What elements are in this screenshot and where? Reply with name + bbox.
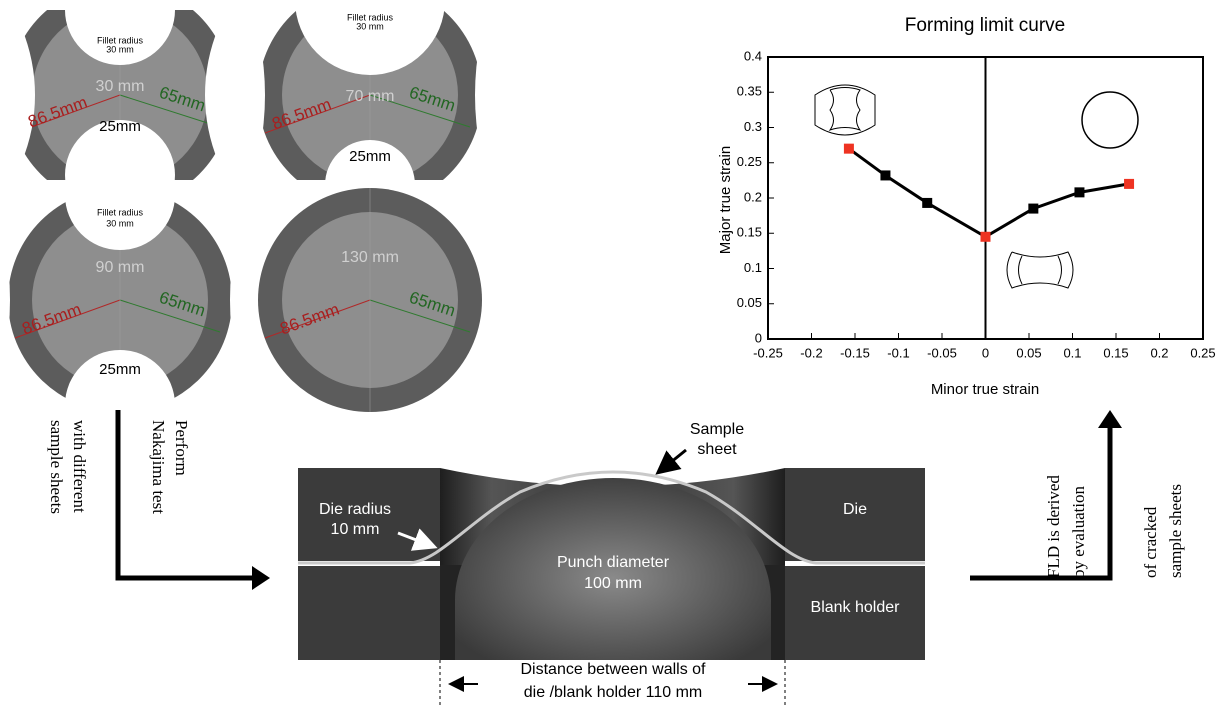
fillet-label: Fillet radius: [97, 207, 144, 217]
icon-wide: [1007, 252, 1073, 288]
width-label: 90 mm: [96, 259, 145, 276]
step-text: Perform: [172, 420, 191, 476]
marker: [981, 232, 991, 242]
step-text: FLD is derived: [1044, 475, 1063, 578]
width-label: 30 mm: [96, 78, 145, 95]
curve: [849, 149, 1129, 237]
step-text: by evaluation: [1069, 485, 1088, 578]
y-tick-label: 0.35: [737, 84, 762, 99]
bottom-label: 25mm: [99, 118, 141, 135]
step-text: Nakajima test: [149, 420, 168, 514]
step-text: of cracked: [1141, 506, 1160, 578]
label: Blank holder: [811, 599, 901, 616]
y-tick-label: 0.2: [744, 189, 762, 204]
x-tick-label: 0.2: [1150, 345, 1168, 360]
x-axis-label: Minor true strain: [931, 381, 1039, 398]
x-tick-label: 0.25: [1190, 345, 1215, 360]
x-tick-label: 0.15: [1103, 345, 1128, 360]
arrow-head: [252, 566, 270, 590]
width-label: 70 mm: [346, 88, 395, 105]
x-tick-label: -0.05: [927, 345, 957, 360]
x-tick-label: 0.05: [1016, 345, 1041, 360]
marker: [844, 144, 854, 154]
fillet-label: 30 mm: [356, 21, 384, 31]
y-tick-label: 0.3: [744, 119, 762, 134]
step-text: sample sheets: [47, 420, 66, 514]
marker: [1074, 187, 1084, 197]
chart: Forming limit curve Minor true strain Ma…: [717, 15, 1216, 398]
fillet-label: 30 mm: [106, 44, 134, 54]
chart-title: Forming limit curve: [905, 15, 1065, 36]
bottom-label: 25mm: [99, 361, 141, 378]
label: 10 mm: [331, 521, 380, 538]
x-tick-label: -0.25: [753, 345, 783, 360]
x-tick-label: -0.1: [887, 345, 909, 360]
process-arrow: [970, 425, 1110, 578]
y-tick-label: 0.1: [744, 260, 762, 275]
x-tick-label: 0: [982, 345, 989, 360]
label: Die radius: [319, 501, 391, 518]
marker: [922, 198, 932, 208]
arrow-head: [1098, 410, 1122, 428]
figure: 30 mm86.5mm65mm25mmFillet radius30 mm70 …: [0, 0, 1227, 706]
y-tick-label: 0: [755, 330, 762, 345]
x-tick-label: -0.15: [840, 345, 870, 360]
arrow: [660, 450, 686, 471]
holder-left: [298, 566, 440, 660]
label: 100 mm: [584, 575, 642, 592]
marker: [1124, 179, 1134, 189]
label: Punch diameter: [557, 554, 670, 571]
width-label: 130 mm: [341, 249, 399, 266]
label: Sample: [690, 421, 744, 438]
y-tick-label: 0.05: [737, 295, 762, 310]
icon-circle: [1082, 92, 1138, 148]
step-text: with different: [70, 420, 89, 513]
x-tick-label: -0.2: [800, 345, 822, 360]
step-text: sample sheets: [1166, 484, 1185, 578]
icon-narrow: [815, 85, 875, 135]
label: Die: [843, 501, 867, 518]
label: sheet: [697, 441, 737, 458]
label: die /blank holder 110 mm: [524, 684, 702, 701]
marker: [1028, 204, 1038, 214]
marker: [880, 170, 890, 180]
bottom-label: 25mm: [349, 148, 391, 165]
fillet-label: 30 mm: [106, 218, 134, 228]
y-tick-label: 0.15: [737, 225, 762, 240]
x-tick-label: 0.1: [1063, 345, 1081, 360]
y-tick-label: 0.25: [737, 154, 762, 169]
label: Distance between walls of: [521, 661, 707, 678]
y-axis-label: Major true strain: [717, 146, 734, 254]
y-tick-label: 0.4: [744, 48, 762, 63]
